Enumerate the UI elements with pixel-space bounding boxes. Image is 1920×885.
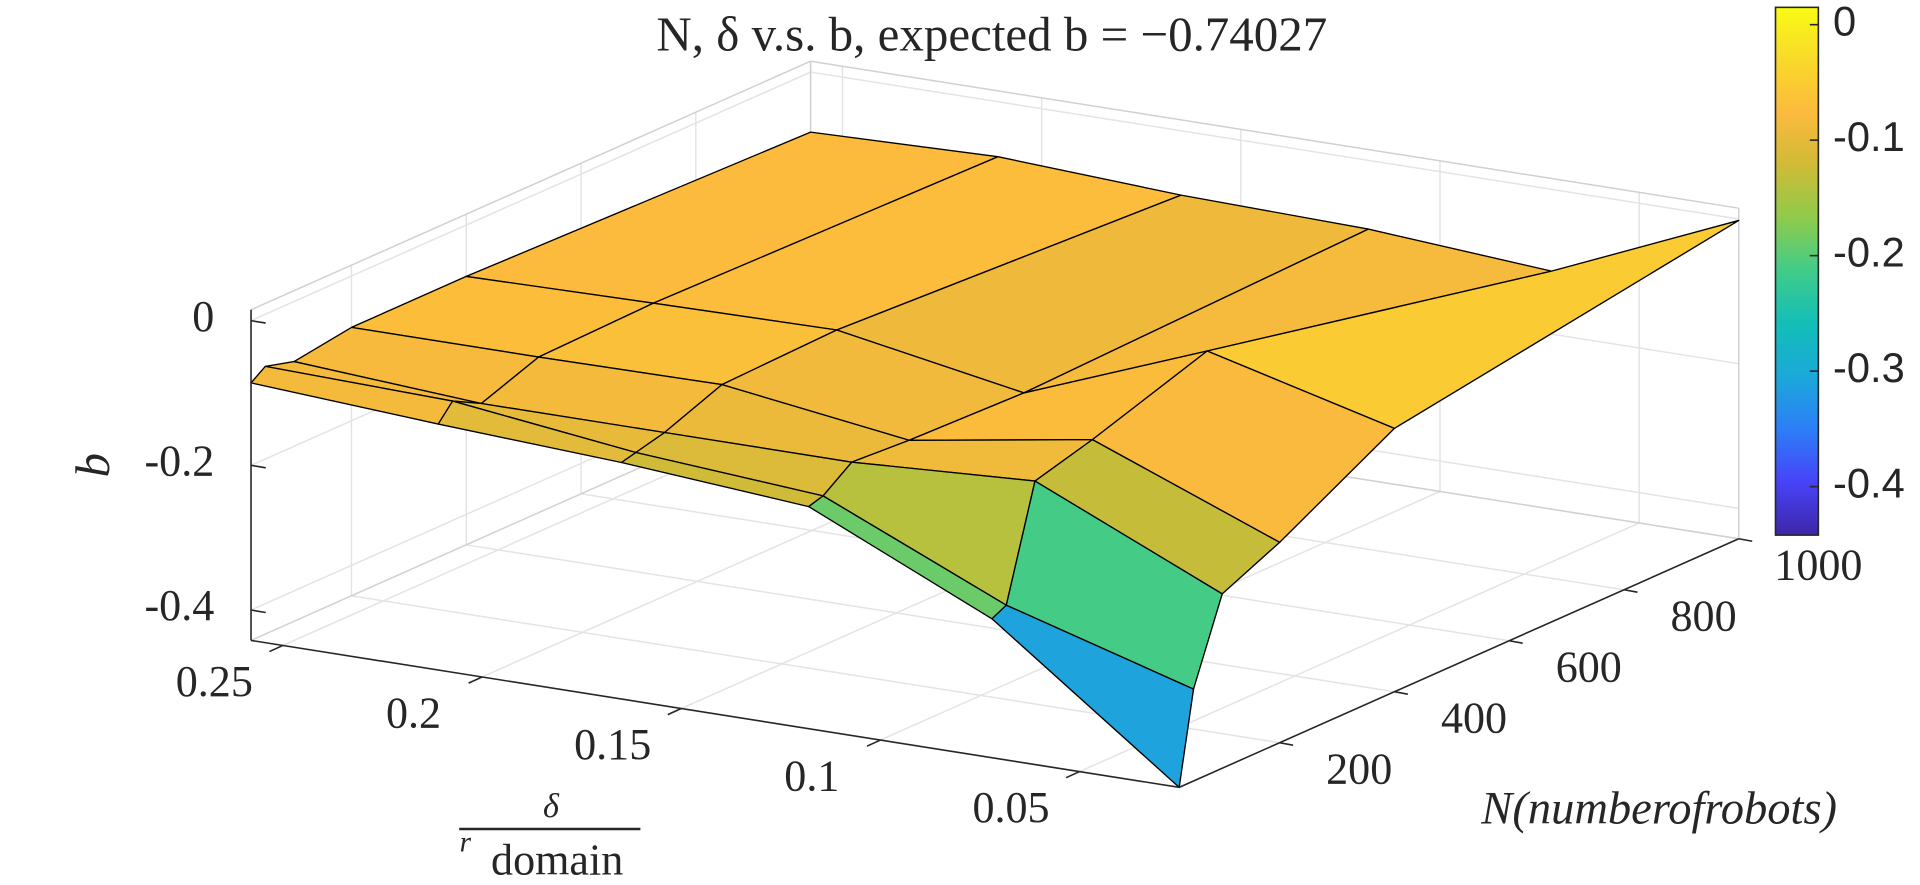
x-label-denominator-sup: r (460, 827, 472, 859)
box-edge (250, 60, 811, 311)
colorbar-tick-label: 0 (1833, 0, 1856, 45)
y-tick (1623, 588, 1638, 593)
colorbar-tick-label: -0.4 (1833, 460, 1905, 507)
x-label-numerator: δ (543, 787, 560, 825)
y-tick-label: 400 (1441, 693, 1507, 742)
x-tick (866, 739, 881, 747)
y-tick-label: 200 (1326, 744, 1392, 793)
x-tick (667, 707, 682, 716)
x-axis-line (250, 639, 1180, 789)
colorbar-tick-label: -0.1 (1833, 113, 1905, 160)
axes-layer: 0.05 0.1 0.15 0.2 0.25 200 400 600 800 1000 -0.4 -0… (145, 292, 1863, 832)
z-axis-label: b (65, 453, 120, 477)
x-tick-label: 0.2 (386, 689, 441, 738)
colorbar-scale (1774, 6, 1820, 536)
y-tick-label: 800 (1671, 591, 1737, 640)
x-tick-label: 0.25 (176, 657, 253, 706)
chart-title: N, δ v.s. b, expected b = −0.74027 (656, 6, 1327, 61)
z-tick (250, 319, 266, 324)
y-axis-line (1178, 538, 1740, 789)
x-tick-label: 0.05 (972, 783, 1049, 832)
colorbar-tick-label: -0.2 (1833, 229, 1905, 276)
surface-face (991, 604, 1195, 789)
x-axis-label: δ r domain (459, 787, 641, 885)
y-tick (1509, 639, 1523, 644)
box-edge (810, 60, 1739, 209)
x-tick (468, 676, 483, 684)
z-tick (250, 609, 266, 614)
x-tick (1065, 770, 1080, 779)
z-tick-label: -0.4 (145, 581, 215, 630)
x-label-denominator: domain (491, 836, 623, 885)
z-tick (250, 464, 266, 469)
y-axis-label: N(numberofrobots) (1480, 784, 1837, 835)
grid-line (250, 71, 811, 322)
colorbar: -0.4 -0.3 -0.2 -0.1 0 (1774, 0, 1905, 536)
y-tick-label: 1000 (1774, 540, 1862, 589)
y-tick (1738, 537, 1753, 543)
colorbar-tick-label: -0.3 (1833, 344, 1905, 391)
x-tick (269, 644, 284, 653)
z-tick-label: -0.2 (145, 436, 215, 485)
grid-line (810, 71, 1739, 220)
x-tick-label: 0.15 (574, 720, 651, 769)
x-tick-label: 0.1 (784, 752, 839, 801)
surface (250, 131, 1740, 789)
z-tick-label: 0 (192, 292, 214, 341)
y-tick-label: 600 (1556, 642, 1622, 691)
y-tick (1279, 741, 1294, 746)
y-tick (1394, 690, 1409, 695)
grid-line (466, 544, 1395, 693)
